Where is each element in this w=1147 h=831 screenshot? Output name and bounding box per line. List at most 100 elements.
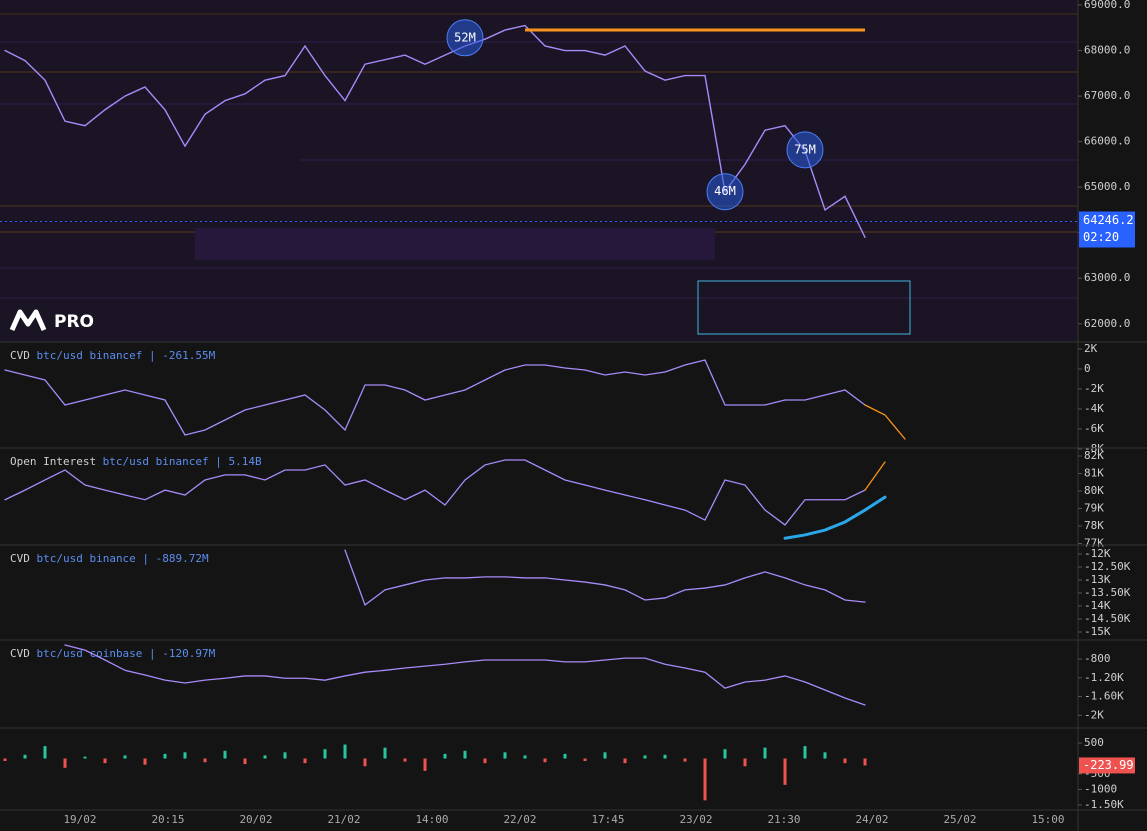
bar	[763, 747, 767, 759]
y-tick-label: -15K	[1084, 625, 1111, 638]
bar	[323, 749, 327, 759]
heatmap-lines	[0, 13, 1078, 299]
panel-source: btc/usd binancef | -261.55M	[36, 349, 215, 362]
bar	[283, 752, 287, 759]
bar	[843, 758, 847, 764]
series-line	[4, 24, 866, 238]
volume-bubble	[706, 173, 744, 211]
series-line	[64, 644, 866, 706]
bubble-label: 46M	[714, 184, 736, 198]
x-tick-label: 25/02	[943, 813, 976, 826]
bar	[163, 753, 167, 759]
series-line	[4, 359, 866, 436]
x-tick-label: 21:30	[767, 813, 800, 826]
bar	[3, 758, 7, 761]
y-tick-label: 68000.0	[1084, 44, 1130, 57]
y-tick-label: -12K	[1084, 547, 1111, 560]
bar	[783, 758, 787, 785]
bar	[123, 755, 127, 759]
y-tick-label: 79K	[1084, 501, 1104, 514]
bar	[483, 758, 487, 764]
y-tick-label: 65000.0	[1084, 180, 1130, 193]
bar	[83, 756, 87, 759]
y-tick-label: -13.50K	[1084, 586, 1131, 599]
x-tick-label: 15:00	[1031, 813, 1064, 826]
y-tick-label: 78K	[1084, 519, 1104, 532]
y-tick-label: -2K	[1084, 708, 1104, 721]
y-tick-label: 82K	[1084, 449, 1104, 462]
x-tick-label: 22/02	[503, 813, 536, 826]
x-tick-label: 17:45	[591, 813, 624, 826]
heat-band	[195, 228, 715, 260]
bar	[103, 758, 107, 764]
x-tick-label: 21/02	[327, 813, 360, 826]
bar	[723, 749, 727, 759]
y-tick-label: 2K	[1084, 342, 1098, 355]
y-tick-label: 66000.0	[1084, 135, 1130, 148]
volume-bubble	[446, 19, 484, 57]
panel-source: btc/usd coinbase | -120.97M	[36, 647, 215, 660]
y-tick-label: -1.60K	[1084, 690, 1124, 703]
bar	[143, 758, 147, 765]
bar	[243, 758, 247, 765]
series-line	[4, 459, 866, 526]
y-tick-label: -1000	[1084, 783, 1117, 796]
series-line	[783, 495, 887, 540]
bar	[743, 758, 747, 767]
y-tick-label: 81K	[1084, 466, 1104, 479]
y-tick-label: -12.50K	[1084, 560, 1131, 573]
y-tick-label: -4K	[1084, 402, 1104, 415]
panel-label: Open Interest	[10, 455, 96, 468]
bar	[823, 752, 827, 759]
bar	[63, 758, 67, 768]
bar	[43, 746, 47, 759]
y-tick-label: -1.20K	[1084, 671, 1124, 684]
bar	[803, 746, 807, 759]
y-tick-label: -1.50K	[1084, 798, 1124, 811]
bar	[263, 755, 267, 759]
y-tick-label: 69000.0	[1084, 0, 1130, 11]
bar	[683, 758, 687, 762]
highlight-box	[697, 280, 911, 335]
logo-text: PRO	[54, 312, 94, 332]
bar	[363, 758, 367, 767]
bar	[203, 758, 207, 763]
bar	[403, 758, 407, 762]
bar	[383, 747, 387, 759]
bar	[603, 752, 607, 759]
y-tick-label: 62000.0	[1084, 317, 1130, 330]
bar	[663, 754, 667, 759]
y-tick-label: 0	[1084, 362, 1091, 375]
panel-source: btc/usd binance | -889.72M	[36, 552, 209, 565]
last-value-label: -223.99	[1083, 758, 1134, 772]
x-tick-label: 14:00	[415, 813, 448, 826]
bar	[583, 758, 587, 761]
x-tick-label: 20:15	[151, 813, 184, 826]
y-tick-label: -14.50K	[1084, 612, 1131, 625]
x-tick-label: 19/02	[63, 813, 96, 826]
y-tick-label: -13K	[1084, 573, 1111, 586]
x-tick-label: 23/02	[679, 813, 712, 826]
bar	[303, 758, 307, 764]
y-tick-label: -800	[1084, 652, 1111, 665]
bar	[863, 758, 867, 766]
bar	[463, 750, 467, 759]
y-tick-label: -6K	[1084, 422, 1104, 435]
bubble-label: 52M	[454, 30, 476, 44]
bar	[443, 753, 447, 759]
bar	[523, 755, 527, 759]
bubble-label: 75M	[794, 142, 816, 156]
panel-label: CVD	[10, 349, 30, 362]
last-value-box	[1079, 757, 1135, 774]
y-tick-label: 77K	[1084, 536, 1104, 549]
panel-source: btc/usd binancef | 5.14B	[103, 455, 262, 468]
bar	[703, 758, 707, 801]
panel-label: CVD	[10, 552, 30, 565]
last-price-box	[1079, 211, 1135, 248]
bar	[223, 750, 227, 759]
countdown-label: 02:20	[1083, 230, 1119, 244]
bar	[23, 754, 27, 759]
heatmap-area	[0, 0, 1078, 342]
